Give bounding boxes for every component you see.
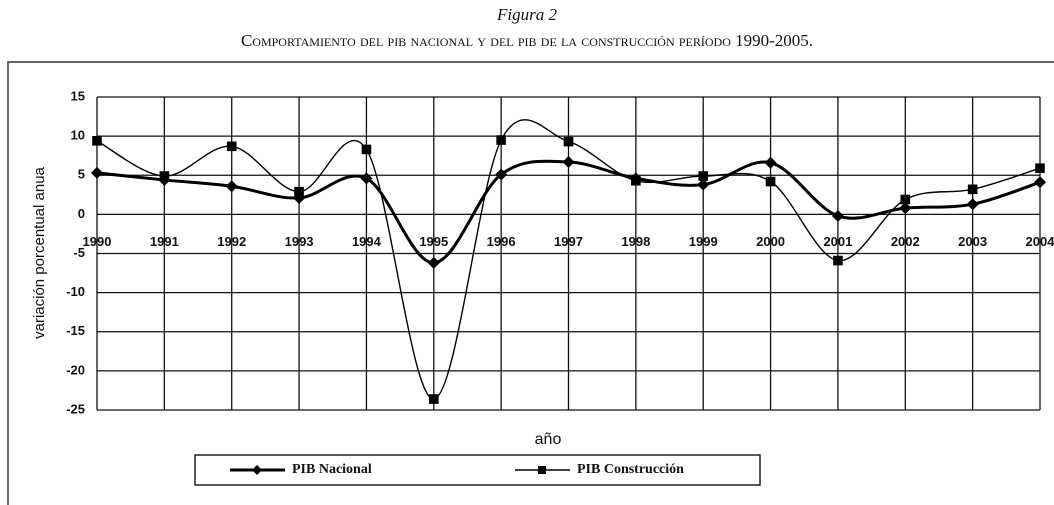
x-tick-label: 1993: [285, 234, 314, 249]
x-tick-label: 1991: [150, 234, 179, 249]
x-tick-label: 1990: [83, 234, 112, 249]
marker: [428, 394, 439, 404]
x-tick-label: 1995: [419, 234, 448, 249]
legend-label: PIB Nacional: [292, 462, 372, 477]
marker: [252, 465, 262, 475]
marker: [899, 202, 912, 215]
x-tick-label: 1992: [217, 234, 246, 249]
x-tick-label: 2003: [958, 234, 987, 249]
marker: [495, 168, 508, 181]
y-tick-label: -15: [66, 323, 85, 338]
marker: [631, 175, 641, 186]
marker: [833, 255, 843, 266]
marker: [967, 184, 978, 195]
y-tick-label: -25: [66, 401, 85, 416]
marker: [361, 144, 372, 155]
y-tick-label: -5: [73, 245, 85, 260]
y-tick-label: -10: [66, 284, 85, 299]
marker: [697, 178, 710, 191]
line: [96, 159, 1041, 265]
x-tick-label: 2001: [823, 234, 852, 249]
marker: [225, 180, 238, 193]
marker: [226, 141, 237, 152]
line: [96, 119, 1041, 400]
x-tick-label: 1996: [487, 234, 516, 249]
y-tick-label: 5: [78, 167, 85, 182]
x-tick-label: 1994: [352, 234, 382, 249]
y-tick-label: 10: [71, 128, 85, 143]
x-axis-title: año: [535, 431, 562, 448]
marker: [92, 136, 102, 146]
y-tick-label: 0: [78, 206, 85, 221]
marker: [360, 172, 373, 185]
y-axis-title: variación porcentual anua: [31, 166, 48, 338]
marker: [294, 186, 304, 197]
marker: [1035, 163, 1045, 174]
x-tick-label: 1997: [554, 234, 583, 249]
marker: [427, 256, 440, 269]
chart-frame: [7, 61, 1054, 505]
x-tick-label: 2004: [1026, 234, 1054, 249]
marker: [765, 176, 776, 187]
x-tick-label: 1998: [621, 234, 650, 249]
y-tick-label: 15: [71, 88, 85, 103]
marker: [563, 136, 574, 147]
marker: [91, 166, 103, 179]
marker: [900, 194, 911, 205]
marker: [698, 171, 709, 181]
marker: [159, 171, 170, 181]
x-tick-label: 2002: [891, 234, 920, 249]
marker: [538, 466, 546, 474]
marker: [1034, 176, 1046, 189]
marker: [764, 156, 777, 169]
marker: [831, 209, 844, 222]
marker: [966, 198, 979, 211]
legend-box: [194, 454, 761, 486]
chart-subtitle: Comportamiento del pib nacional y del pi…: [241, 31, 813, 50]
y-tick-label: -20: [66, 362, 85, 377]
legend-label: PIB Construcción: [577, 462, 684, 477]
marker: [496, 135, 506, 145]
chart-title: Figura 2: [496, 5, 557, 24]
x-tick-label: 1999: [689, 234, 718, 249]
marker: [562, 155, 575, 168]
x-tick-label: 2000: [756, 234, 785, 249]
